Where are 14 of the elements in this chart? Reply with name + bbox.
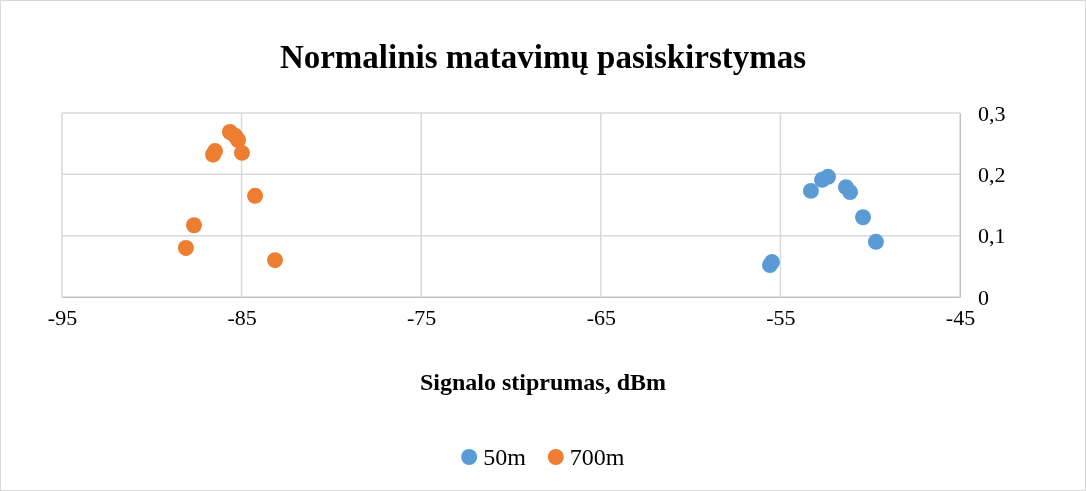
y-tick-label: 0,1 [978, 223, 1006, 249]
legend-label: 700m [569, 444, 625, 470]
x-axis-title: Signalo stiprumas, dBm [419, 369, 667, 395]
y-tick-label: 0,3 [978, 100, 1006, 126]
chart-title: Normalinis matavimų pasiskirstymas [279, 39, 807, 75]
y-tick-label: 0 [978, 284, 989, 310]
x-tick-label: -95 [47, 304, 78, 330]
y-tick-label: 0,2 [978, 161, 1006, 187]
x-tick-label: -85 [227, 304, 257, 330]
x-tick-label: -65 [586, 304, 616, 330]
x-tick-label: -75 [407, 304, 437, 330]
x-tick-label: -55 [766, 304, 796, 330]
legend-label: 50m [483, 444, 527, 470]
x-tick-label: -45 [945, 304, 976, 330]
